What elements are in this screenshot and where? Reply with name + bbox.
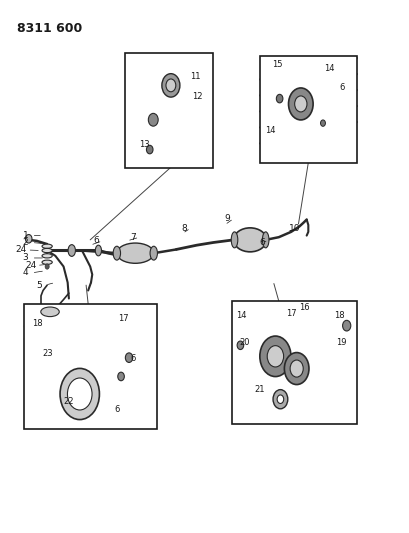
Ellipse shape: [68, 245, 75, 256]
Ellipse shape: [262, 232, 268, 248]
Ellipse shape: [233, 228, 266, 252]
Circle shape: [267, 345, 283, 367]
Circle shape: [148, 114, 158, 126]
Ellipse shape: [113, 246, 120, 260]
Bar: [260, 56, 356, 163]
Text: 14: 14: [264, 126, 274, 135]
Text: 17: 17: [118, 314, 129, 324]
Text: 2: 2: [22, 238, 28, 247]
Ellipse shape: [42, 248, 52, 253]
Text: 15: 15: [272, 60, 282, 69]
Text: 21: 21: [253, 385, 264, 394]
Text: 14: 14: [236, 311, 246, 320]
Text: 23: 23: [43, 350, 53, 358]
Ellipse shape: [40, 307, 59, 317]
Ellipse shape: [95, 245, 101, 256]
Text: 17: 17: [285, 309, 296, 318]
Text: 16: 16: [298, 303, 309, 312]
Text: 14: 14: [324, 64, 334, 73]
Ellipse shape: [231, 232, 237, 248]
Text: 8: 8: [181, 224, 187, 232]
Circle shape: [276, 395, 283, 403]
Text: 22: 22: [64, 397, 74, 406]
Text: 11: 11: [190, 72, 200, 80]
Circle shape: [288, 88, 312, 120]
Ellipse shape: [42, 244, 52, 248]
Circle shape: [146, 146, 153, 154]
Text: 6: 6: [93, 237, 99, 245]
Bar: [125, 53, 213, 168]
Text: 8311 600: 8311 600: [17, 22, 82, 35]
Text: 6: 6: [339, 84, 344, 92]
Text: 6: 6: [114, 405, 119, 414]
Circle shape: [294, 96, 306, 112]
Circle shape: [236, 341, 243, 350]
Text: 18: 18: [333, 311, 344, 320]
Circle shape: [60, 368, 99, 419]
Circle shape: [67, 378, 92, 410]
Bar: [24, 304, 157, 429]
Circle shape: [272, 390, 287, 409]
Circle shape: [166, 79, 175, 92]
Circle shape: [125, 353, 133, 362]
Text: 13: 13: [139, 141, 149, 149]
Ellipse shape: [42, 260, 52, 264]
Text: 18: 18: [32, 319, 42, 328]
Ellipse shape: [42, 254, 52, 258]
Text: 19: 19: [336, 338, 346, 348]
Text: 1: 1: [22, 231, 28, 240]
Text: 6: 6: [259, 238, 265, 247]
Circle shape: [259, 336, 290, 376]
Text: 7: 7: [130, 233, 136, 241]
Circle shape: [25, 235, 32, 243]
Circle shape: [290, 360, 303, 377]
Ellipse shape: [150, 246, 157, 260]
Text: 9: 9: [224, 214, 230, 223]
Bar: [231, 301, 356, 424]
Circle shape: [276, 94, 282, 103]
Text: 12: 12: [191, 92, 202, 101]
Text: 20: 20: [238, 338, 249, 348]
Circle shape: [162, 74, 180, 97]
Text: 6: 6: [130, 354, 135, 364]
Text: 4: 4: [22, 269, 28, 277]
Circle shape: [320, 120, 325, 126]
Text: 3: 3: [22, 254, 28, 262]
Ellipse shape: [117, 243, 153, 263]
Circle shape: [284, 353, 308, 385]
Circle shape: [342, 320, 350, 331]
Circle shape: [117, 372, 124, 381]
Text: 5: 5: [36, 281, 42, 289]
Text: 24: 24: [25, 261, 36, 270]
Text: 24: 24: [16, 246, 27, 254]
Circle shape: [45, 264, 49, 269]
Text: 10: 10: [289, 224, 300, 232]
